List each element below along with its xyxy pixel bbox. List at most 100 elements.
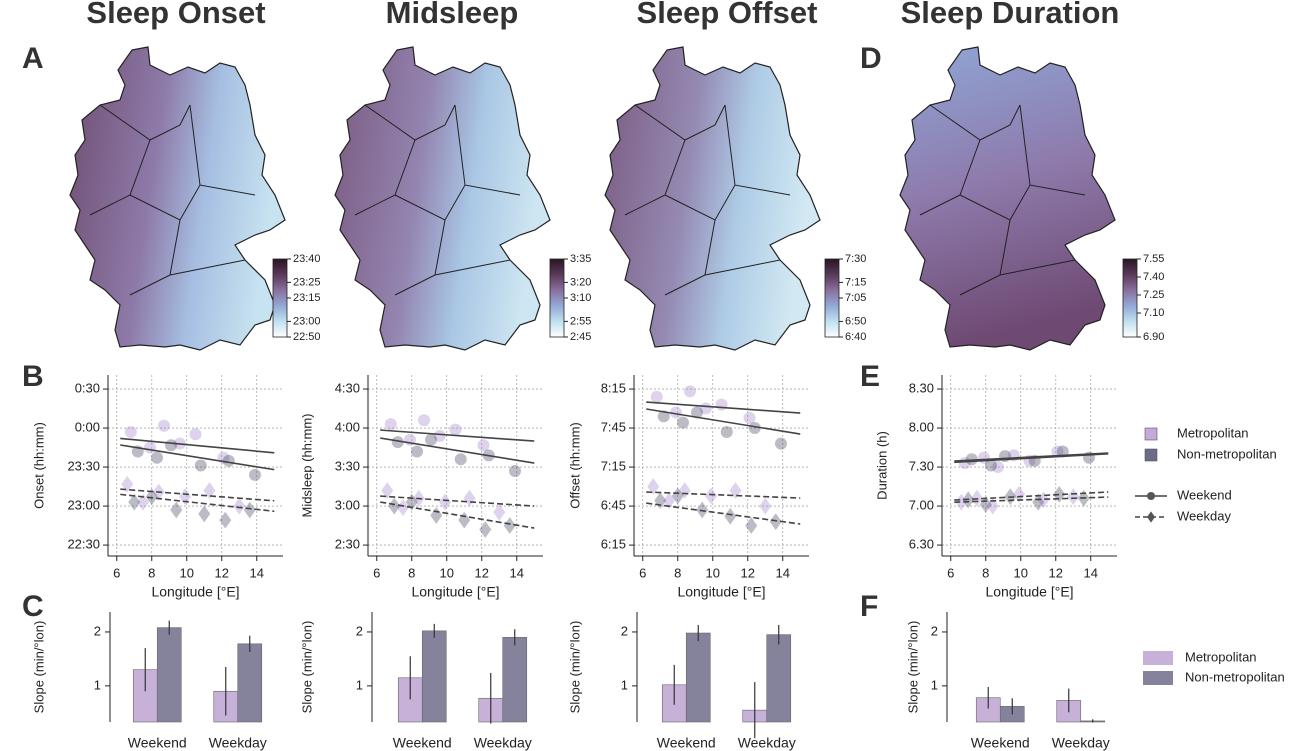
x-tick-label: 6 <box>639 565 646 580</box>
y-axis-label: Midsleep (hh:mm) <box>299 413 314 517</box>
y-tick-label: 3:00 <box>335 498 360 513</box>
colorbar-tick-label: 7:30 <box>845 253 866 265</box>
data-point <box>647 478 660 495</box>
bar <box>237 643 263 723</box>
y-tick-label: 7.30 <box>909 458 934 473</box>
fit-line <box>120 444 275 471</box>
x-tick-label: Weekday <box>738 735 796 751</box>
data-point <box>425 433 437 446</box>
data-point <box>677 416 689 429</box>
data-point <box>222 454 235 467</box>
colorbar-tick-label: 23:00 <box>293 315 321 327</box>
map <box>69 46 286 351</box>
colorbar-tick-label: 3:35 <box>570 253 591 265</box>
y-tick-label: 8.00 <box>909 419 934 434</box>
data-point <box>384 418 397 431</box>
x-tick-label: Weekend <box>657 735 716 751</box>
y-axis-label: Duration (h) <box>874 431 889 500</box>
y-axis-label: Slope (min/°lon) <box>299 621 314 714</box>
data-point <box>663 492 675 510</box>
data-point <box>189 428 202 441</box>
colorbar-tick-label: 22:50 <box>293 331 321 343</box>
colorbar-tick-label: 6:50 <box>845 315 866 327</box>
x-tick-label: Weekend <box>128 735 187 751</box>
x-tick-label: 12 <box>475 565 489 580</box>
bar <box>156 627 182 723</box>
y-tick-label: 4:30 <box>335 380 360 395</box>
y-tick-label: 0:00 <box>75 419 100 434</box>
y-tick-label: 3:30 <box>335 458 360 473</box>
data-point <box>137 493 149 511</box>
fit-line <box>646 502 801 525</box>
y-tick-label: 2 <box>931 623 938 638</box>
map <box>899 46 1116 351</box>
x-tick-label: 12 <box>1049 565 1063 580</box>
x-tick-label: 14 <box>776 565 790 580</box>
x-axis-label: Longitude [°E] <box>677 584 765 600</box>
data-point <box>986 497 999 515</box>
y-tick-label: 8:15 <box>601 380 626 395</box>
x-tick-label: Weekend <box>971 735 1030 751</box>
x-tick-label: 10 <box>440 565 454 580</box>
panel-letter: D <box>860 42 882 75</box>
data-point <box>454 453 467 466</box>
data-point <box>463 489 476 507</box>
colorbar-tick-label: 2:55 <box>570 315 591 327</box>
data-point <box>243 501 256 519</box>
fit-line <box>380 495 535 507</box>
x-tick-label: 14 <box>510 565 524 580</box>
bar <box>975 697 1001 723</box>
legend-marker <box>1147 492 1155 500</box>
x-tick-label: 8 <box>408 565 415 580</box>
colorbar-tick-label: 3:10 <box>570 292 591 304</box>
data-point <box>1051 445 1064 458</box>
data-point <box>145 488 158 506</box>
data-point <box>684 385 696 398</box>
colorbar-tick-label: 7.10 <box>1143 307 1164 319</box>
data-point <box>128 493 141 511</box>
legend-label: Weekday <box>1177 508 1231 523</box>
x-tick-label: 6 <box>113 565 120 580</box>
bar <box>766 634 792 723</box>
panel-letter: F <box>860 590 878 623</box>
fit-line <box>954 452 1109 462</box>
data-point <box>170 501 183 519</box>
y-tick-label: 23:30 <box>67 458 100 473</box>
map <box>604 46 821 351</box>
x-tick-label: 6 <box>947 565 954 580</box>
data-point <box>411 445 423 458</box>
panel-title: Midsleep <box>386 0 519 30</box>
y-axis-label: Slope (min/°lon) <box>31 621 46 714</box>
panel-letter: A <box>22 42 44 75</box>
x-tick-label: 10 <box>706 565 720 580</box>
x-axis-label: Longitude [°E] <box>151 584 239 600</box>
x-tick-label: 12 <box>741 565 755 580</box>
y-axis-label: Offset (hh:mm) <box>567 422 582 508</box>
y-tick-label: 8.30 <box>909 380 934 395</box>
data-point <box>1013 485 1025 503</box>
legend-label: Metropolitan <box>1185 649 1257 664</box>
legend-swatch <box>1143 651 1173 665</box>
panel-title: Sleep Onset <box>86 0 265 30</box>
data-point <box>418 414 430 427</box>
y-tick-label: 2 <box>621 623 628 638</box>
panel-title: Sleep Duration <box>901 0 1120 30</box>
panel-title: Sleep Offset <box>637 0 818 30</box>
data-point <box>503 517 516 534</box>
x-tick-label: 10 <box>180 565 194 580</box>
data-point <box>955 493 968 511</box>
y-tick-label: 7:15 <box>601 458 626 473</box>
data-point <box>671 487 684 505</box>
y-tick-label: 22:30 <box>67 537 100 552</box>
fit-line <box>380 437 535 464</box>
y-tick-label: 23:00 <box>67 498 100 513</box>
y-tick-label: 7.00 <box>909 498 934 513</box>
fit-line <box>380 501 535 529</box>
fit-line <box>646 491 801 499</box>
data-point <box>745 517 758 534</box>
x-tick-label: 8 <box>982 565 989 580</box>
y-tick-label: 7:45 <box>601 419 626 434</box>
data-point <box>439 493 451 511</box>
